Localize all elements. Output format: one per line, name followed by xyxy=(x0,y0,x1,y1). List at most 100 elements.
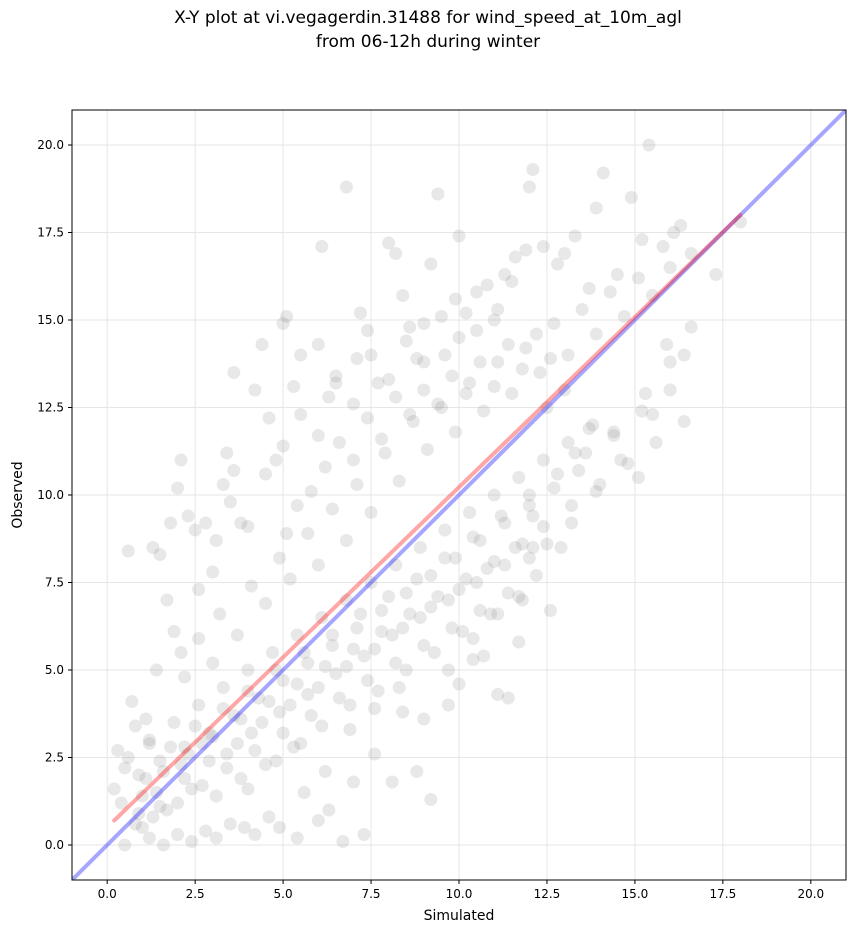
data-point xyxy=(139,772,153,785)
data-point xyxy=(149,786,163,799)
data-point xyxy=(459,387,473,400)
data-point xyxy=(385,775,399,789)
data-point xyxy=(368,702,382,715)
data-point xyxy=(153,548,167,561)
data-point xyxy=(396,289,410,302)
data-point xyxy=(526,509,540,523)
data-point xyxy=(424,569,438,582)
data-point xyxy=(111,744,125,757)
fit-line xyxy=(112,213,743,823)
data-point xyxy=(287,380,301,393)
data-point xyxy=(445,621,459,635)
x-axis-label: Simulated xyxy=(424,908,495,924)
data-point xyxy=(301,688,315,701)
data-point xyxy=(195,737,209,750)
data-point xyxy=(311,814,325,827)
data-point xyxy=(515,362,529,376)
data-point xyxy=(508,250,522,264)
data-point xyxy=(283,698,297,712)
data-point xyxy=(448,425,462,439)
data-point xyxy=(276,674,290,687)
data-point xyxy=(512,635,526,649)
points xyxy=(107,138,747,852)
data-point xyxy=(371,376,385,390)
data-point xyxy=(206,730,220,743)
data-point xyxy=(484,607,498,621)
data-point xyxy=(329,376,343,390)
data-point xyxy=(389,656,403,670)
data-point xyxy=(631,471,645,484)
data-point xyxy=(171,828,185,841)
data-point xyxy=(575,303,589,316)
data-point xyxy=(248,744,262,757)
data-point xyxy=(491,355,505,369)
data-point xyxy=(667,226,681,239)
data-point xyxy=(315,611,329,624)
data-point xyxy=(195,779,209,792)
data-point xyxy=(255,716,269,729)
data-point xyxy=(220,446,234,460)
data-point xyxy=(357,649,371,663)
data-point xyxy=(477,649,491,663)
data-point xyxy=(589,201,603,215)
grid xyxy=(72,110,846,880)
data-point xyxy=(431,590,445,603)
data-point xyxy=(220,747,234,761)
data-point xyxy=(540,537,554,551)
data-point xyxy=(118,838,132,852)
data-point xyxy=(223,495,237,509)
data-point xyxy=(403,320,417,334)
data-point xyxy=(403,408,417,421)
data-point xyxy=(642,138,656,152)
data-point xyxy=(368,747,382,761)
y-tick-label: 2.5 xyxy=(45,751,64,765)
data-point xyxy=(522,551,536,565)
data-point xyxy=(586,418,600,432)
data-point xyxy=(663,261,677,274)
data-point xyxy=(107,782,121,796)
data-point xyxy=(311,429,325,442)
data-point xyxy=(674,219,688,232)
data-point xyxy=(192,583,206,596)
data-point xyxy=(635,404,649,418)
data-point xyxy=(188,719,202,733)
data-point xyxy=(466,632,480,645)
y-tick-label: 7.5 xyxy=(45,576,64,590)
data-point xyxy=(487,313,501,327)
data-point xyxy=(375,604,389,617)
data-point xyxy=(294,737,308,750)
data-point xyxy=(399,586,413,600)
data-point xyxy=(396,705,410,719)
data-point xyxy=(121,544,135,558)
data-point xyxy=(508,541,522,554)
data-point xyxy=(470,324,484,337)
data-point xyxy=(526,163,540,176)
x-tick-label: 10.0 xyxy=(446,887,473,901)
data-point xyxy=(171,796,185,810)
data-point xyxy=(346,397,360,411)
data-point xyxy=(353,306,367,320)
data-point xyxy=(343,698,357,712)
data-point xyxy=(427,646,441,659)
data-point xyxy=(617,310,631,323)
data-point xyxy=(361,674,375,687)
data-point xyxy=(269,453,283,467)
data-point xyxy=(459,572,473,586)
data-point xyxy=(533,366,547,379)
data-point xyxy=(589,485,603,498)
data-point xyxy=(456,625,470,638)
data-point xyxy=(322,803,336,817)
data-point xyxy=(149,663,163,677)
data-point xyxy=(185,782,199,796)
data-point xyxy=(332,691,346,705)
data-point xyxy=(448,292,462,306)
data-point xyxy=(132,807,146,820)
data-point xyxy=(350,478,364,491)
data-point xyxy=(290,831,304,845)
data-point xyxy=(382,236,396,250)
data-point xyxy=(346,453,360,467)
data-point xyxy=(223,817,237,831)
data-point xyxy=(487,555,501,568)
data-point xyxy=(382,373,396,386)
data-point xyxy=(424,793,438,806)
